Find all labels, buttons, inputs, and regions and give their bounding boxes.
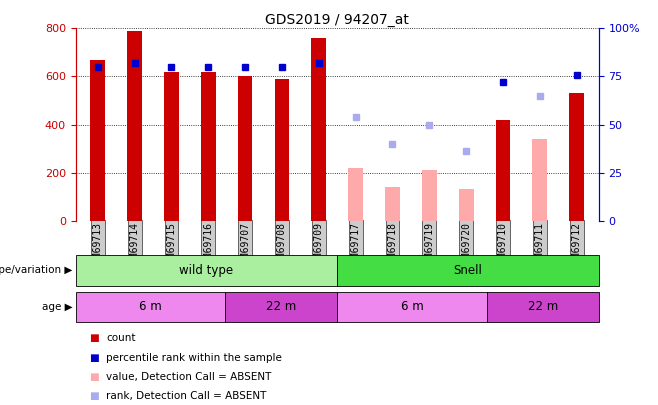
Title: GDS2019 / 94207_at: GDS2019 / 94207_at — [265, 13, 409, 27]
Bar — [90, 60, 105, 221]
Bar — [338, 255, 599, 286]
Bar — [238, 77, 253, 221]
Bar — [385, 187, 400, 221]
Bar — [76, 255, 338, 286]
Bar — [459, 190, 474, 221]
Bar — [225, 292, 338, 322]
Bar — [348, 168, 363, 221]
Bar — [164, 72, 179, 221]
Bar — [495, 120, 511, 221]
Bar — [311, 38, 326, 221]
Text: ■: ■ — [89, 353, 99, 362]
Text: 6 m: 6 m — [401, 300, 423, 313]
Text: Snell: Snell — [453, 264, 482, 277]
Bar — [127, 31, 142, 221]
Text: age ▶: age ▶ — [41, 302, 72, 312]
Bar — [569, 93, 584, 221]
Text: count: count — [106, 333, 136, 343]
Bar — [274, 79, 290, 221]
Text: 22 m: 22 m — [528, 300, 558, 313]
Bar — [422, 170, 437, 221]
Bar — [76, 292, 225, 322]
Text: rank, Detection Call = ABSENT: rank, Detection Call = ABSENT — [106, 392, 266, 401]
Text: value, Detection Call = ABSENT: value, Detection Call = ABSENT — [106, 372, 271, 382]
Text: wild type: wild type — [180, 264, 234, 277]
Bar — [532, 139, 547, 221]
Text: ■: ■ — [89, 333, 99, 343]
Bar — [487, 292, 599, 322]
Text: ■: ■ — [89, 392, 99, 401]
Text: 22 m: 22 m — [266, 300, 296, 313]
Bar — [338, 292, 487, 322]
Text: percentile rank within the sample: percentile rank within the sample — [106, 353, 282, 362]
Text: ■: ■ — [89, 372, 99, 382]
Bar — [201, 72, 216, 221]
Text: 6 m: 6 m — [139, 300, 162, 313]
Text: genotype/variation ▶: genotype/variation ▶ — [0, 265, 72, 275]
